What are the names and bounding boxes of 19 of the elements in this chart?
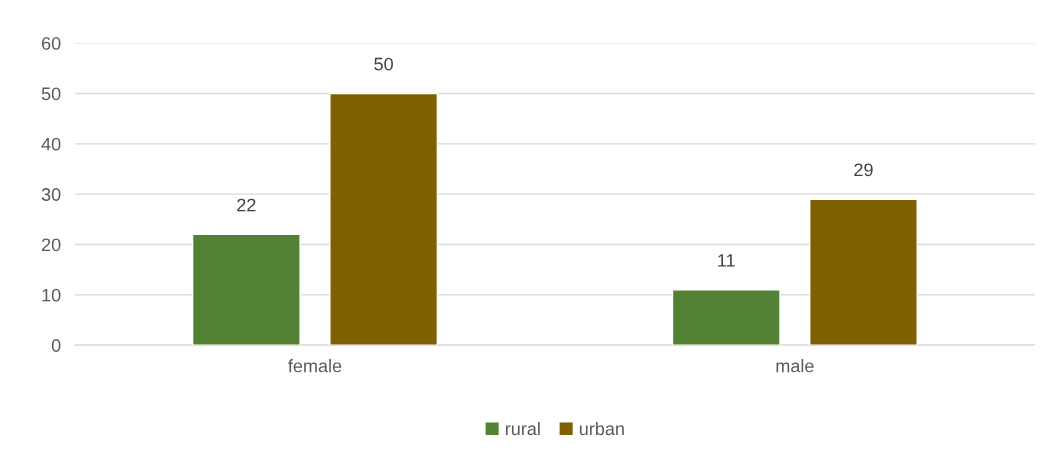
bar <box>329 92 439 346</box>
y-tick-label: 50 <box>41 87 61 101</box>
y-tick-label: 0 <box>51 339 61 352</box>
bar <box>671 289 781 346</box>
y-tick-label: 20 <box>41 238 61 252</box>
bar <box>809 198 918 346</box>
y-tick-label: 30 <box>41 188 61 201</box>
x-tick-label: female <box>288 359 342 373</box>
legend-label: urban <box>579 421 624 436</box>
y-tick-label: 40 <box>41 137 61 151</box>
data-label: 29 <box>854 163 873 177</box>
data-label: 50 <box>374 57 393 71</box>
data-label: 22 <box>237 198 256 212</box>
legend-label: rural <box>505 421 540 436</box>
bar <box>191 233 301 346</box>
data-label: 11 <box>718 254 735 267</box>
x-tick-label: male <box>776 359 814 373</box>
y-tick-label: 60 <box>41 37 61 50</box>
y-tick-label: 10 <box>42 288 61 302</box>
